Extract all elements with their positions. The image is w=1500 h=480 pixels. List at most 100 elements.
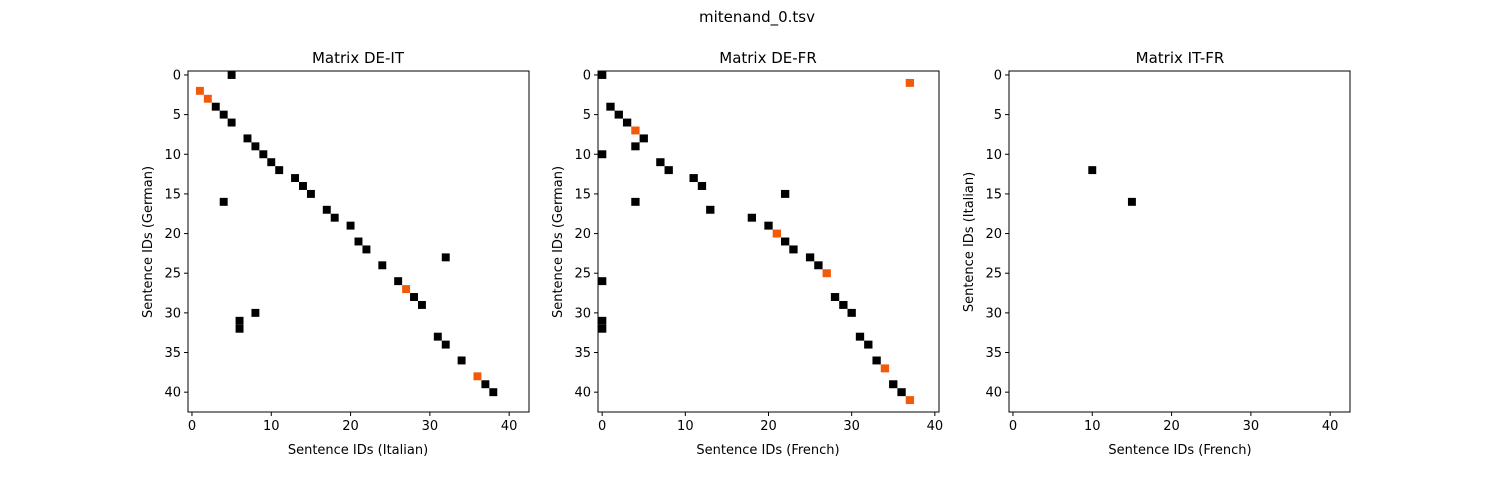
y-tick-label: 15 — [574, 187, 591, 202]
x-tick-label: 10 — [1084, 419, 1101, 434]
y-tick-label: 20 — [574, 227, 591, 242]
matrix-cell — [606, 102, 615, 111]
panel-de-it: Matrix DE-IT 0 10 20 30 40 0510152025303540 … — [141, 49, 530, 458]
y-tick-label: 40 — [164, 386, 181, 401]
matrix-cell — [639, 134, 648, 143]
x-axis-ticks: 0 10 20 30 40 — [188, 412, 517, 434]
matrix-cell — [219, 110, 228, 119]
x-tick-label: 20 — [760, 419, 777, 434]
y-tick-label: 10 — [574, 148, 591, 163]
matrix-cell — [441, 340, 450, 349]
matrix-cell — [689, 174, 698, 183]
x-tick-label: 30 — [843, 419, 860, 434]
x-axis-label: Sentence IDs (French) — [1108, 443, 1251, 458]
matrix-cell — [203, 94, 212, 103]
matrix-cell — [227, 118, 236, 127]
matrix-cell — [847, 308, 856, 317]
matrix-cell — [764, 221, 773, 230]
x-tick-label: 20 — [342, 419, 359, 434]
matrix-cell — [378, 261, 387, 270]
y-axis-label: Sentence IDs (German) — [141, 166, 156, 318]
x-tick-label: 30 — [1243, 419, 1260, 434]
matrix-cells — [195, 71, 498, 397]
matrix-cell — [489, 388, 498, 397]
matrix-cell — [631, 126, 640, 135]
matrix-cell — [598, 324, 607, 333]
x-tick-label: 10 — [263, 419, 280, 434]
panel-it-fr: Matrix IT-FR 0 10 20 30 40 0510152025303540 … — [962, 49, 1351, 458]
x-axis-label: Sentence IDs (French) — [696, 443, 839, 458]
matrix-cell — [251, 308, 260, 317]
matrix-cell — [897, 388, 906, 397]
y-tick-label: 25 — [164, 267, 181, 282]
y-tick-label: 20 — [985, 227, 1002, 242]
x-tick-label: 30 — [422, 419, 439, 434]
y-tick-label: 5 — [173, 108, 181, 123]
y-tick-label: 20 — [164, 227, 181, 242]
y-tick-label: 0 — [173, 68, 181, 83]
matrix-cell — [306, 189, 315, 198]
matrix-cell — [291, 174, 300, 183]
y-tick-label: 15 — [164, 187, 181, 202]
matrix-cell — [814, 261, 823, 270]
panel-title: Matrix DE-FR — [719, 49, 817, 67]
panel-title: Matrix IT-FR — [1136, 49, 1225, 67]
matrix-cell — [481, 380, 490, 389]
matrix-cell — [631, 142, 640, 151]
y-tick-label: 35 — [985, 346, 1002, 361]
matrix-cell — [855, 332, 865, 341]
y-tick-label: 5 — [583, 108, 591, 123]
matrix-cell — [772, 229, 781, 238]
matrix-cell — [211, 102, 220, 111]
matrix-cell — [235, 316, 244, 325]
y-tick-label: 25 — [985, 267, 1002, 282]
matrix-cell — [789, 245, 798, 254]
y-axis-ticks: 0 5 10 15 20 25 30 35 40 — [574, 68, 598, 401]
y-axis-label: Sentence IDs (German) — [551, 166, 566, 318]
matrix-cell — [322, 205, 331, 214]
matrix-cell — [864, 340, 873, 349]
matrix-cell — [1088, 166, 1097, 175]
y-tick-label: 35 — [574, 346, 591, 361]
matrix-cell — [905, 78, 915, 87]
matrix-cell — [822, 269, 831, 278]
matrix-cell — [251, 142, 260, 151]
matrix-cell — [656, 158, 665, 167]
y-tick-label: 30 — [164, 306, 181, 321]
matrix-cell — [622, 118, 632, 127]
x-tick-label: 10 — [677, 419, 694, 434]
x-axis-label: Sentence IDs (Italian) — [288, 443, 428, 458]
matrix-cell — [830, 293, 840, 301]
matrix-cell — [697, 182, 707, 190]
matrix-cell — [598, 150, 607, 159]
matrix-cell — [441, 253, 450, 262]
matrix-cell — [780, 189, 790, 198]
matrix-cell — [394, 277, 403, 286]
y-axis-ticks: 0 5 10 15 20 25 30 35 40 — [985, 68, 1009, 401]
y-tick-label: 10 — [985, 148, 1002, 163]
matrix-cell — [227, 71, 236, 79]
matrix-cell — [417, 300, 426, 309]
matrix-cell — [243, 134, 252, 143]
y-tick-label: 40 — [574, 386, 591, 401]
matrix-cell — [362, 245, 371, 254]
matrix-cell — [880, 364, 890, 373]
matrix-cell — [889, 380, 898, 389]
matrix-cell — [330, 213, 339, 222]
matrix-cell — [664, 166, 673, 175]
matrix-cell — [598, 71, 607, 79]
x-tick-label: 0 — [188, 419, 196, 434]
matrix-cell — [614, 110, 623, 119]
matrix-cell — [457, 356, 466, 365]
matrix-cell — [259, 150, 268, 159]
matrix-cell — [1127, 197, 1136, 206]
y-tick-label: 30 — [985, 306, 1002, 321]
y-axis-label: Sentence IDs (Italian) — [962, 172, 977, 312]
panel-title: Matrix DE-IT — [312, 49, 405, 67]
x-tick-label: 40 — [927, 419, 944, 434]
panel-de-fr: Matrix DE-FR 0 10 20 30 40 0510152025303540 … — [551, 49, 943, 458]
y-tick-label: 40 — [985, 386, 1002, 401]
matrix-cell — [346, 221, 355, 230]
matrix-cell — [805, 253, 815, 262]
